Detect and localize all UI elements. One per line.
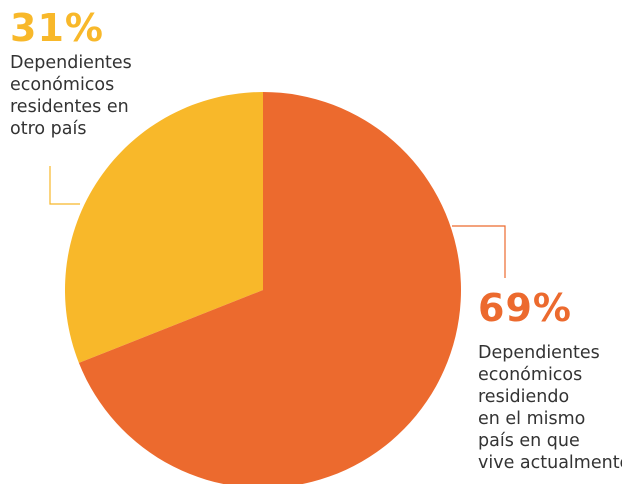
pie-slices bbox=[64, 92, 461, 484]
leader-line-69 bbox=[452, 225, 506, 278]
pie-slice-31 bbox=[64, 92, 263, 363]
pie-slice-69 bbox=[78, 92, 461, 484]
slice-label-line: residiendo bbox=[478, 387, 570, 407]
percent-label-31: 31% bbox=[10, 6, 104, 50]
slice-label-line: país en que bbox=[478, 431, 580, 451]
slice-label-line: económicos bbox=[10, 75, 115, 95]
slice-label-31: Dependientes económicos residentes en ot… bbox=[10, 52, 132, 140]
slice-label-line: otro país bbox=[10, 119, 87, 139]
slice-label-line: económicos bbox=[478, 365, 583, 385]
percent-label-69: 69% bbox=[478, 286, 572, 330]
slice-label-69: Dependientes económicos residiendo en el… bbox=[478, 342, 622, 474]
slice-label-line: Dependientes bbox=[10, 53, 132, 73]
slice-label-line: en el mismo bbox=[478, 409, 586, 429]
slice-label-line: vive actualmente bbox=[478, 453, 622, 473]
leader-line-31 bbox=[49, 166, 80, 205]
slice-label-line: Dependientes bbox=[478, 343, 600, 363]
slice-label-line: residentes en bbox=[10, 97, 129, 117]
